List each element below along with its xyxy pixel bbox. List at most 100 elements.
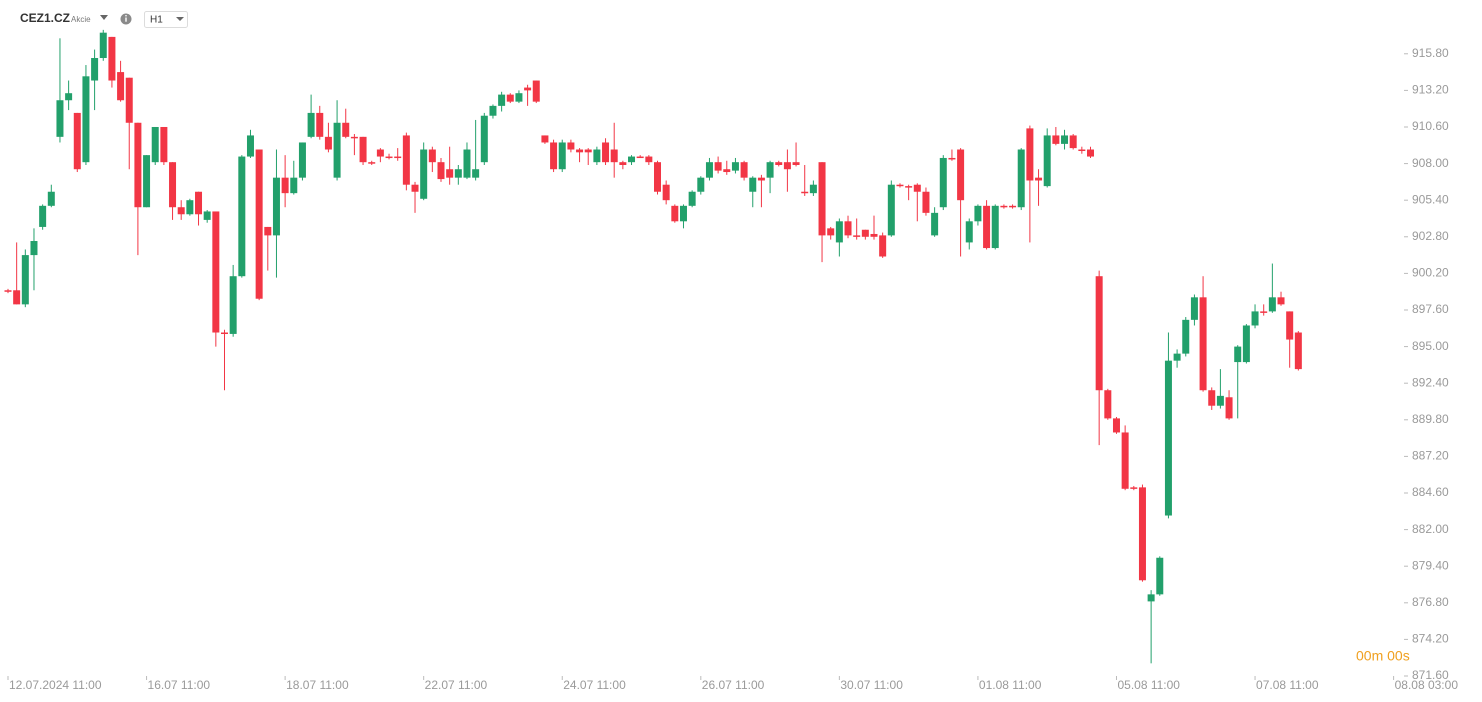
info-icon-glyph xyxy=(125,17,127,22)
timeframe-select[interactable] xyxy=(144,11,188,28)
candle-body xyxy=(99,32,107,59)
candle-body xyxy=(420,149,428,199)
candle-body xyxy=(1156,557,1164,595)
candle-body xyxy=(567,142,575,150)
candle-body xyxy=(255,149,263,299)
candle-body xyxy=(437,162,445,180)
symbol-dropdown[interactable] xyxy=(100,15,108,20)
candle-body xyxy=(1026,128,1034,181)
candle-body xyxy=(1052,135,1060,144)
candle-body xyxy=(792,162,800,165)
candle-body xyxy=(1216,395,1224,406)
candle-body xyxy=(82,76,90,163)
candle-body xyxy=(298,142,306,178)
candle-body xyxy=(246,135,254,157)
candle-body xyxy=(861,229,869,237)
candle-body xyxy=(221,332,228,335)
y-tick-label: 915.80 xyxy=(1412,46,1449,60)
y-tick-label: 913.20 xyxy=(1412,83,1449,97)
candle-body xyxy=(1000,205,1008,208)
y-tick-label: 900.20 xyxy=(1412,266,1449,280)
candle-body xyxy=(91,58,99,81)
candle-body xyxy=(238,156,246,277)
candle-body xyxy=(654,162,661,192)
candle-body xyxy=(1095,276,1103,391)
candle-body xyxy=(402,135,410,185)
candle-body xyxy=(463,149,471,178)
candle-body xyxy=(125,77,133,123)
x-tick-label: 30.07 11:00 xyxy=(840,678,903,692)
y-tick-label: 910.60 xyxy=(1412,119,1449,133)
candle-body xyxy=(688,191,696,206)
candle-body xyxy=(117,72,125,101)
x-tick-label: 16.07 11:00 xyxy=(148,678,211,692)
x-tick-label: 01.08 11:00 xyxy=(979,678,1042,692)
candle-body xyxy=(818,162,826,236)
candle-body xyxy=(1112,418,1120,433)
candle-body xyxy=(662,184,670,201)
candle-body xyxy=(30,241,38,256)
candle-body xyxy=(1260,311,1268,313)
candle-body xyxy=(290,177,298,194)
candle-body xyxy=(827,228,835,236)
candle-body xyxy=(394,156,402,159)
candle-body xyxy=(602,142,610,163)
x-tick-label: 12.07.2024 11:00 xyxy=(9,678,102,692)
candle-body xyxy=(948,157,956,160)
candle-body xyxy=(203,211,211,220)
candle-body xyxy=(1164,360,1172,516)
candle-body xyxy=(1225,397,1233,419)
x-tick-label: 07.08 11:00 xyxy=(1256,678,1319,692)
candle-body xyxy=(324,136,332,150)
candle-body xyxy=(922,191,930,213)
candle-body xyxy=(1208,390,1216,406)
candle-body xyxy=(47,191,55,206)
candle-body xyxy=(636,156,644,159)
y-tick-label: 876.80 xyxy=(1412,595,1449,609)
candle-body xyxy=(628,156,636,163)
symbol: CEZ1.CZ xyxy=(20,11,70,25)
candle-body xyxy=(169,162,177,208)
y-tick-label: 882.00 xyxy=(1412,522,1449,536)
candle-body xyxy=(13,290,21,305)
candle-body xyxy=(524,87,532,91)
candle-body xyxy=(480,115,488,163)
candle-body xyxy=(39,205,47,227)
y-tick-label: 895.00 xyxy=(1412,339,1449,353)
candle-body xyxy=(316,112,324,137)
y-tick-label: 874.20 xyxy=(1412,632,1449,646)
x-tick-label: 24.07 11:00 xyxy=(563,678,626,692)
y-tick-label: 905.40 xyxy=(1412,192,1449,206)
candle-body xyxy=(974,205,982,222)
candle-body xyxy=(359,136,367,163)
candle-body xyxy=(731,162,739,171)
candle-body xyxy=(957,149,965,201)
candle-body xyxy=(532,80,540,102)
candle-body xyxy=(983,205,991,249)
candle-body xyxy=(939,157,947,208)
candle-body xyxy=(749,177,757,192)
candle-body xyxy=(333,122,341,178)
x-tick-label: 05.08 11:00 xyxy=(1117,678,1180,692)
candle-body xyxy=(645,156,653,163)
candle-body xyxy=(558,142,566,170)
y-tick-label: 889.80 xyxy=(1412,412,1449,426)
candle-body xyxy=(65,93,73,101)
candle-body xyxy=(879,235,887,257)
candle-body xyxy=(584,149,592,153)
candle-body xyxy=(4,290,12,292)
candle-body xyxy=(991,205,999,249)
candle-body xyxy=(454,169,462,178)
candle-body xyxy=(489,105,497,116)
instrument-type: Akcie xyxy=(71,15,91,24)
candle-body xyxy=(809,184,817,194)
candle-body xyxy=(541,135,549,143)
info-icon-dot xyxy=(125,15,127,17)
x-tick-label: 18.07 11:00 xyxy=(286,678,349,692)
y-tick-label: 908.00 xyxy=(1412,156,1449,170)
candle-body xyxy=(887,184,895,236)
y-tick-label: 887.20 xyxy=(1412,449,1449,463)
candle-body xyxy=(1268,297,1276,312)
